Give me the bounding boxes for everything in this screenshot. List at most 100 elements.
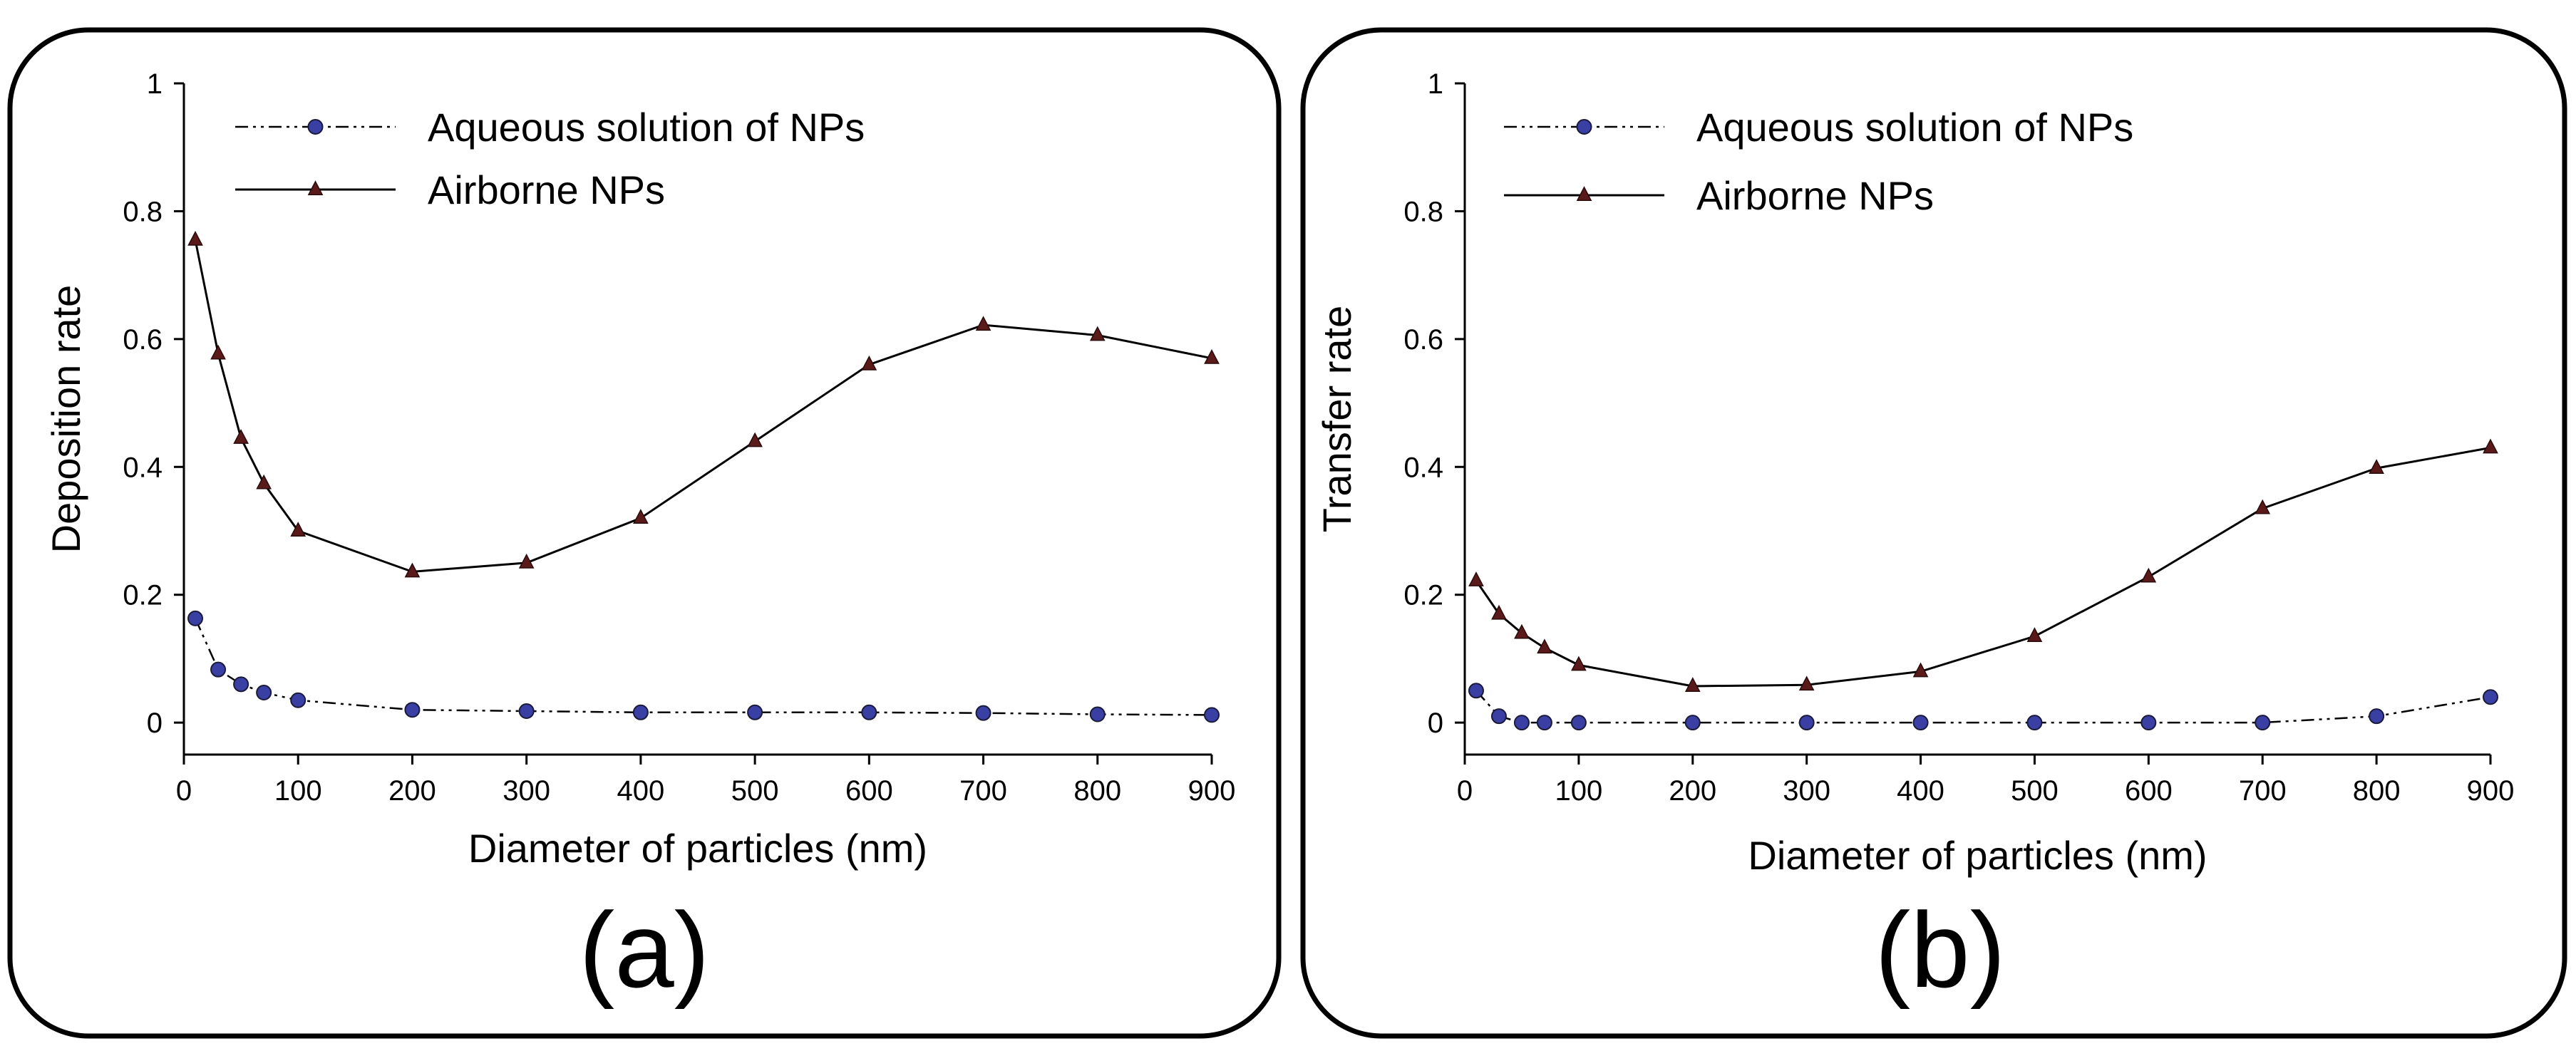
a-point-airborne xyxy=(1089,326,1106,341)
panel-a: 0 100 200 300 400 500 600 700 800 900 0 0.2 0.4 0.6 0.… xyxy=(7,27,1282,1039)
b-point-aqueous xyxy=(1513,715,1530,731)
b-x-tick-label: 200 xyxy=(1669,775,1716,807)
a-point-aqueous xyxy=(256,684,272,700)
a-point-airborne xyxy=(187,230,203,246)
b-point-airborne xyxy=(1571,656,1587,671)
b-y-tick-label: 0.6 xyxy=(1403,324,1443,356)
b-point-airborne xyxy=(2140,567,2157,583)
a-point-airborne xyxy=(1204,348,1220,364)
b-legend-marker-aqueous xyxy=(1576,119,1592,135)
b-point-aqueous xyxy=(1684,715,1701,731)
a-point-aqueous xyxy=(404,702,421,718)
a-legend-marker-airborne xyxy=(307,180,324,195)
a-point-airborne xyxy=(975,316,991,331)
b-point-aqueous xyxy=(2369,708,2385,725)
b-point-aqueous xyxy=(1468,683,1484,699)
b-y-tick-label: 0.8 xyxy=(1403,196,1443,227)
b-point-airborne xyxy=(2026,627,2043,642)
b-point-airborne xyxy=(2369,459,2384,475)
b-legend-marker-airborne xyxy=(1576,186,1592,201)
b-point-airborne xyxy=(1468,571,1484,586)
b-point-aqueous xyxy=(1536,715,1552,731)
b-legend-label-airborne: Airborne NPs xyxy=(1696,173,1934,218)
panel-a-plot: 0 100 200 300 400 500 600 700 800 900 0 0.2 0.4 0.6 0.… xyxy=(43,68,1235,871)
panel-b: 0 100 200 300 400 500 600 700 800 900 0 0.2 0.4 0.6 0.… xyxy=(1300,27,2567,1039)
panel-a-label: (a) xyxy=(579,890,709,1010)
b-point-airborne xyxy=(1912,662,1929,678)
b-x-tick-label: 700 xyxy=(2239,775,2287,807)
b-y-tick-label: 0.4 xyxy=(1403,452,1443,483)
a-point-airborne xyxy=(747,432,763,447)
a-legend-marker-aqueous xyxy=(307,119,324,135)
a-x-tick-label: 400 xyxy=(617,775,665,807)
b-point-airborne xyxy=(1798,675,1815,691)
a-x-tick-label: 700 xyxy=(959,775,1007,807)
a-point-airborne xyxy=(233,429,249,444)
b-x-tick-label: 300 xyxy=(1783,775,1830,807)
a-y-tick-label: 0.8 xyxy=(123,196,163,227)
b-x-tick-label: 0 xyxy=(1457,775,1473,807)
b-point-airborne xyxy=(1514,623,1530,639)
panel-a-frame xyxy=(7,27,1282,1039)
a-point-aqueous xyxy=(233,676,249,693)
a-y-tick-label: 0.2 xyxy=(123,580,163,611)
a-x-tick-label: 900 xyxy=(1188,775,1236,807)
b-point-aqueous xyxy=(2483,689,2498,705)
a-x-tick-label: 800 xyxy=(1073,775,1121,807)
panel-b-plot: 0 100 200 300 400 500 600 700 800 900 0 0.2 0.4 0.6 0.… xyxy=(1314,68,2514,878)
a-point-aqueous xyxy=(861,704,877,720)
b-x-tick-label: 900 xyxy=(2467,775,2515,807)
panel-b-label: (b) xyxy=(1875,890,2005,1010)
a-point-airborne xyxy=(861,355,877,371)
a-legend-label-aqueous: Aqueous solution of NPs xyxy=(428,105,865,150)
b-x-tick-label: 500 xyxy=(2011,775,2059,807)
a-x-tick-label: 500 xyxy=(731,775,779,807)
b-point-airborne xyxy=(2255,499,2271,514)
b-point-aqueous xyxy=(2140,715,2157,731)
b-x-tick-label: 800 xyxy=(2353,775,2401,807)
a-point-airborne xyxy=(404,562,421,578)
b-point-aqueous xyxy=(1798,715,1815,731)
b-point-aqueous xyxy=(1912,715,1929,731)
b-x-tick-label: 400 xyxy=(1897,775,1944,807)
a-x-axis-title: Diameter of particles (nm) xyxy=(468,826,927,871)
a-point-aqueous xyxy=(747,704,763,720)
a-y-tick-label: 0.6 xyxy=(123,324,163,356)
a-x-tick-label: 0 xyxy=(176,775,192,807)
b-legend-label-aqueous: Aqueous solution of NPs xyxy=(1696,105,2133,150)
a-point-aqueous xyxy=(290,692,306,708)
b-y-tick-label: 1 xyxy=(1428,68,1443,100)
b-point-aqueous xyxy=(1490,708,1507,725)
a-point-aqueous xyxy=(632,704,649,720)
a-point-airborne xyxy=(256,474,272,490)
b-point-airborne xyxy=(2483,438,2498,454)
a-x-tick-label: 600 xyxy=(845,775,893,807)
a-x-tick-label: 100 xyxy=(274,775,322,807)
b-point-aqueous xyxy=(2255,715,2271,731)
b-point-airborne xyxy=(1491,604,1507,620)
b-x-tick-label: 600 xyxy=(2125,775,2173,807)
a-point-aqueous xyxy=(1089,706,1106,723)
a-legend-label-airborne: Airborne NPs xyxy=(428,167,665,212)
b-x-axis-title: Diameter of particles (nm) xyxy=(1748,833,2207,878)
a-y-axis-title: Deposition rate xyxy=(43,285,88,554)
b-point-aqueous xyxy=(2026,715,2043,731)
b-x-tick-label: 100 xyxy=(1555,775,1603,807)
a-point-aqueous xyxy=(187,610,204,626)
a-point-aqueous xyxy=(1204,707,1220,723)
a-point-aqueous xyxy=(518,703,535,719)
b-y-tick-label: 0.2 xyxy=(1403,580,1443,611)
a-x-tick-label: 300 xyxy=(503,775,550,807)
a-point-aqueous xyxy=(210,661,227,678)
b-y-tick-label: 0 xyxy=(1428,708,1443,739)
b-point-airborne xyxy=(1537,638,1552,654)
a-point-airborne xyxy=(290,522,306,537)
a-point-airborne xyxy=(633,509,649,524)
a-y-tick-label: 1 xyxy=(147,68,163,100)
panel-b-frame xyxy=(1300,27,2567,1039)
a-point-airborne xyxy=(518,554,535,569)
a-y-tick-label: 0.4 xyxy=(123,452,163,483)
b-y-axis-title: Transfer rate xyxy=(1314,306,1359,532)
b-point-airborne xyxy=(1684,677,1701,692)
